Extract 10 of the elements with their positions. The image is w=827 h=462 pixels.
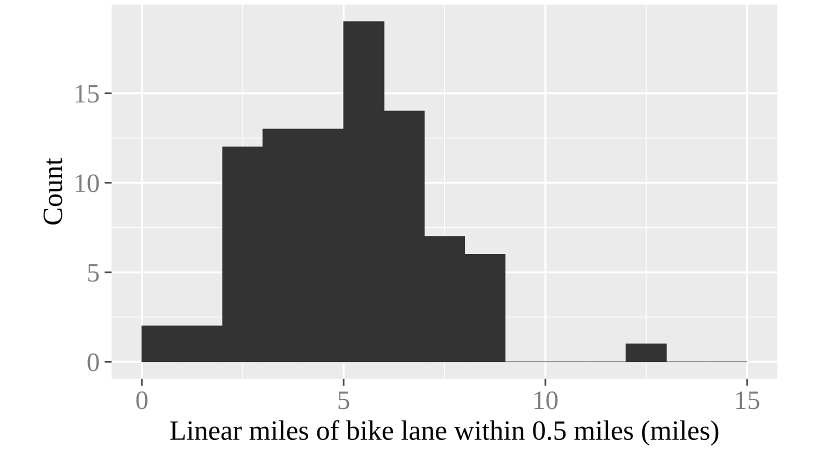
y-tick-label: 0 <box>88 353 99 372</box>
y-tick-label: 15 <box>76 84 99 103</box>
x-tick-label: 15 <box>736 392 760 410</box>
y-axis-title: Count <box>44 158 62 225</box>
x-tick-label: 0 <box>136 391 148 410</box>
x-axis-title: Linear miles of bike lane within 0.5 miles (miles) <box>170 420 718 446</box>
y-tick-label: 5 <box>88 264 99 282</box>
y-tick-label: 10 <box>76 174 99 192</box>
x-tick-label: 10 <box>534 391 558 410</box>
x-tick-label: 5 <box>338 392 350 410</box>
